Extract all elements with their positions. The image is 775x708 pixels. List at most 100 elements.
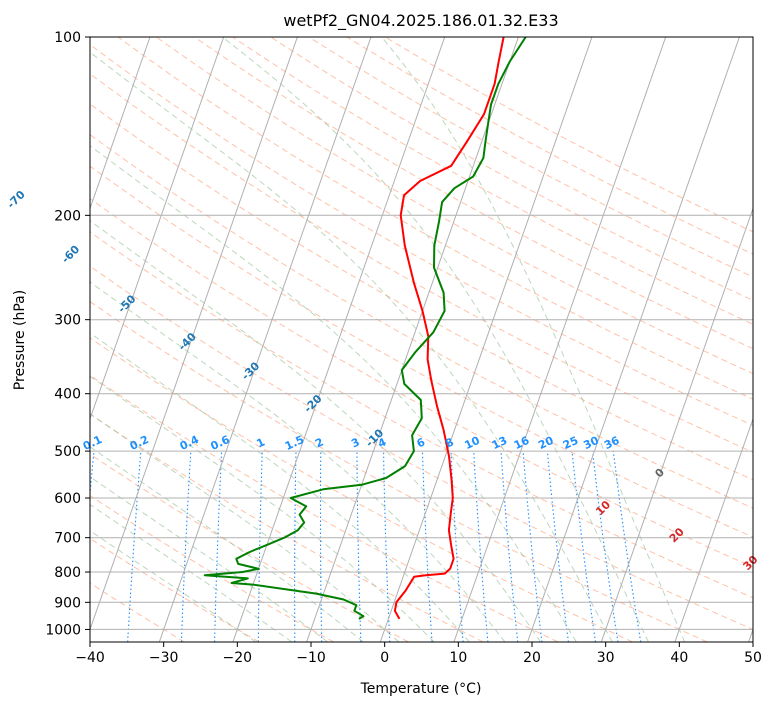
y-tick-label: 400 (54, 387, 81, 403)
dry-adiabat (384, 37, 753, 233)
mixing-ratio-label: 25 (561, 434, 580, 452)
x-tick-label: 50 (744, 650, 762, 666)
x-tick-label: 10 (449, 650, 467, 666)
isotherm-label: -20 (301, 392, 324, 415)
mixing-ratio-line (450, 451, 464, 642)
moist-adiabat (381, 37, 686, 642)
isotherm-line (0, 37, 3, 642)
dry-adiabat (90, 453, 409, 642)
x-tick-label: 0 (380, 650, 389, 666)
mixing-ratio-label: 20 (536, 434, 556, 452)
isotherm-label: -70 (5, 188, 28, 211)
moist-adiabat (90, 413, 400, 642)
dry-adiabat (90, 300, 708, 642)
mixing-ratio-label: 10 (463, 434, 483, 452)
isotherm-line (527, 37, 740, 642)
dry-adiabat (90, 103, 753, 481)
mixing-ratio-label: 16 (512, 434, 532, 452)
isotherm-line (600, 206, 753, 642)
moist-adiabat (90, 530, 257, 642)
isoline-labels: 0.10.20.40.611.52346810131620253036-100-… (5, 188, 761, 573)
x-axis: −40 −30 −20 −10 0 10 20 30 40 50 (75, 642, 762, 666)
dry-adiabat (90, 231, 753, 599)
mixing-ratio-line (500, 451, 519, 642)
dry-adiabat (156, 37, 753, 375)
isotherm-label: -60 (59, 242, 82, 265)
mixing-ratio-line (180, 451, 192, 642)
x-axis-label: Temperature (°C) (360, 681, 482, 697)
moist-adiabat (90, 51, 613, 642)
moist-adiabat (90, 446, 364, 642)
x-tick-label: −40 (75, 650, 105, 666)
y-tick-label: 700 (54, 531, 81, 547)
x-tick-label: −30 (149, 650, 179, 666)
mixing-ratio-line (473, 451, 489, 642)
isotherm-line (674, 417, 753, 642)
dry-adiabat (194, 37, 753, 350)
y-tick-label: 100 (54, 30, 81, 46)
mixing-ratio-line (546, 451, 569, 642)
dry-adiabat (90, 494, 335, 642)
background-lines (0, 37, 753, 642)
mixing-ratio-label: 0.2 (128, 433, 151, 453)
dry-adiabat (90, 265, 753, 630)
isotherm-line (453, 37, 667, 642)
mixing-ratio-line (294, 451, 297, 642)
temperature-label: 30 (741, 553, 761, 573)
mixing-ratio-line (612, 451, 642, 642)
isotherm-label: -50 (115, 292, 138, 315)
dry-adiabat (117, 37, 753, 400)
mixing-ratio-label: 3 (349, 435, 361, 450)
x-tick-label: −10 (296, 650, 326, 666)
mixing-ratio-label: 0.1 (81, 433, 104, 453)
isotherm-line (158, 37, 372, 642)
data-lines (203, 37, 527, 620)
mixing-ratio-line (383, 451, 391, 642)
moist-adiabat (222, 37, 649, 642)
mixing-ratio-label: 1 (255, 435, 267, 450)
y-axis-label: Pressure (hPa) (12, 290, 28, 390)
moist-adiabat (90, 476, 329, 642)
dry-adiabat (90, 537, 260, 642)
mixing-ratio-label: 1.5 (283, 433, 306, 453)
dry-adiabat (90, 413, 484, 642)
dry-adiabat (90, 374, 559, 642)
mixing-ratio-label: 6 (415, 435, 428, 450)
dry-adiabat (232, 37, 753, 325)
mixing-ratio-line (319, 451, 323, 642)
y-tick-label: 1000 (45, 622, 81, 638)
temperature-profile (393, 37, 505, 620)
y-tick-label: 900 (54, 595, 81, 611)
x-tick-label: −20 (223, 650, 253, 666)
isotherm-line (232, 37, 446, 642)
dry-adiabat (90, 43, 753, 426)
isotherm-label: -40 (176, 330, 199, 353)
moist-adiabat (90, 375, 435, 642)
moist-adiabat (90, 220, 542, 642)
y-tick-label: 300 (54, 313, 81, 329)
isotherm-line (90, 37, 298, 631)
y-tick-label: 600 (54, 491, 81, 507)
mixing-ratio-label: 13 (490, 434, 509, 452)
dewpoint-profile (203, 37, 527, 620)
x-tick-label: 40 (670, 650, 688, 666)
moist-adiabat (90, 332, 470, 642)
mixing-ratio-label: 0.6 (209, 433, 232, 453)
dry-adiabat (308, 37, 753, 278)
isotherm-line (306, 37, 519, 642)
mixing-ratio-line (522, 451, 543, 642)
isotherm-line (90, 37, 151, 210)
y-tick-label: 800 (54, 565, 81, 581)
dry-adiabat (346, 37, 753, 255)
mixing-ratio-line (592, 451, 619, 642)
moist-adiabat (90, 145, 577, 642)
y-axis: 100 200 300 400 500 600 700 800 900 1000 (45, 30, 90, 638)
mixing-ratio-label: 2 (313, 435, 325, 450)
temperature-label: 20 (667, 525, 687, 545)
chart-title: wetPf2_GN04.2025.186.01.32.E33 (283, 11, 558, 31)
dry-adiabat (90, 73, 753, 453)
x-tick-label: 30 (597, 650, 615, 666)
temperature-label: 10 (593, 498, 613, 518)
dry-adiabat (90, 198, 753, 568)
